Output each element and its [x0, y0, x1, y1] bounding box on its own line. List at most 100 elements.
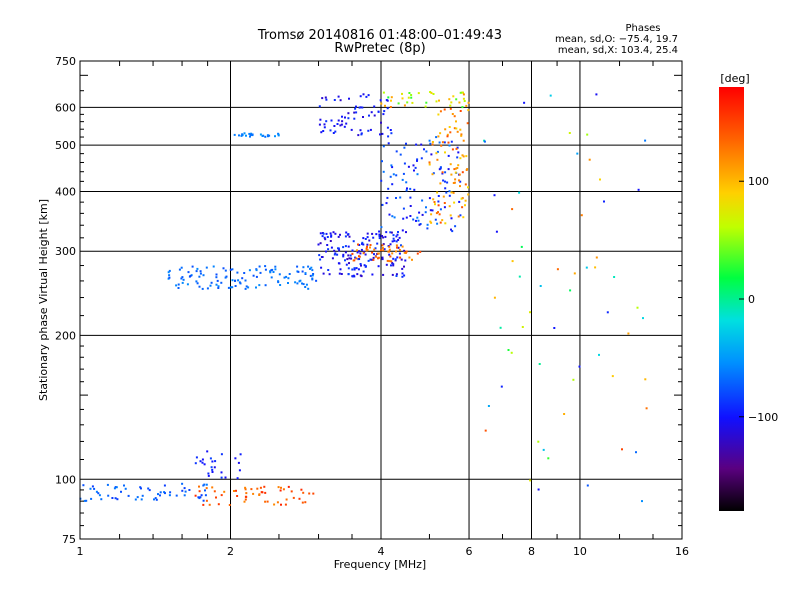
- data-point: [271, 268, 274, 271]
- data-point: [244, 488, 247, 491]
- data-point: [195, 280, 198, 283]
- data-point: [385, 202, 388, 205]
- data-point: [107, 494, 110, 497]
- data-point: [277, 486, 280, 489]
- data-point: [438, 141, 441, 144]
- data-point: [415, 219, 417, 222]
- data-point: [374, 247, 377, 250]
- data-point: [262, 134, 265, 137]
- data-point: [190, 274, 193, 277]
- data-point: [411, 258, 413, 261]
- data-point: [337, 247, 340, 250]
- data-point: [342, 246, 345, 249]
- data-point: [278, 273, 281, 276]
- data-point: [202, 499, 205, 502]
- data-point: [322, 272, 325, 275]
- data-point: [373, 105, 376, 108]
- data-point: [447, 154, 450, 157]
- data-point: [437, 113, 440, 116]
- data-point: [459, 110, 462, 112]
- data-point: [431, 209, 434, 212]
- data-point: [236, 477, 239, 480]
- data-point: [395, 197, 397, 199]
- data-point: [576, 152, 579, 155]
- data-point: [238, 134, 240, 137]
- data-point: [401, 275, 404, 278]
- data-point: [641, 500, 643, 503]
- data-point: [359, 252, 362, 255]
- data-point: [401, 245, 404, 248]
- data-point: [312, 273, 315, 275]
- data-point: [318, 105, 321, 108]
- data-point: [439, 166, 442, 169]
- data-point: [367, 259, 370, 262]
- data-point: [344, 259, 346, 262]
- colorbar-ticks: 100 0 −100: [739, 175, 778, 424]
- data-point: [334, 252, 337, 255]
- data-point: [442, 179, 445, 182]
- data-point: [302, 491, 305, 494]
- data-point: [352, 240, 355, 243]
- data-point: [645, 407, 648, 410]
- data-point: [437, 204, 440, 207]
- data-point: [377, 265, 380, 268]
- data-point: [247, 286, 250, 289]
- data-point: [430, 153, 433, 156]
- data-point: [269, 271, 272, 274]
- data-point: [455, 167, 458, 170]
- data-point: [443, 206, 446, 209]
- data-point: [357, 258, 360, 261]
- data-point: [438, 99, 440, 102]
- data-point: [381, 160, 383, 163]
- data-point: [569, 289, 572, 292]
- data-point: [198, 275, 201, 278]
- data-point: [389, 175, 392, 178]
- data-point: [362, 270, 365, 273]
- data-point: [448, 194, 451, 197]
- data-point: [159, 491, 162, 494]
- data-point: [325, 98, 328, 101]
- data-point: [547, 457, 550, 460]
- data-point: [439, 167, 442, 170]
- data-point: [412, 218, 415, 221]
- data-point: [391, 183, 394, 186]
- data-point: [446, 135, 449, 138]
- data-point: [315, 279, 318, 282]
- data-point: [401, 272, 404, 275]
- data-point: [493, 194, 496, 197]
- data-point: [403, 162, 406, 165]
- data-point: [369, 258, 372, 261]
- data-point: [231, 268, 234, 271]
- data-point: [511, 260, 514, 263]
- data-point: [450, 173, 453, 176]
- data-point: [437, 211, 439, 214]
- data-point: [360, 264, 362, 267]
- data-point: [391, 252, 394, 255]
- data-point: [243, 500, 246, 503]
- data-point: [375, 255, 378, 258]
- data-point: [408, 92, 411, 94]
- data-point: [322, 232, 325, 235]
- data-point: [409, 196, 412, 199]
- data-point: [434, 218, 437, 221]
- data-point: [239, 453, 242, 456]
- data-point: [383, 110, 386, 113]
- data-point: [568, 132, 571, 134]
- data-point: [416, 216, 419, 219]
- data-point: [339, 124, 342, 127]
- data-point: [388, 250, 391, 253]
- data-point: [462, 155, 465, 158]
- data-point: [642, 317, 644, 320]
- data-point: [164, 492, 166, 495]
- x-tick-label: 2: [227, 545, 234, 558]
- data-point: [436, 150, 439, 153]
- data-point: [451, 148, 454, 151]
- data-point: [324, 238, 327, 241]
- data-point: [216, 279, 219, 282]
- data-point: [366, 236, 369, 239]
- data-point: [450, 228, 452, 231]
- data-point: [264, 491, 267, 494]
- data-point: [402, 217, 405, 220]
- data-point: [347, 117, 350, 120]
- data-point: [386, 107, 389, 110]
